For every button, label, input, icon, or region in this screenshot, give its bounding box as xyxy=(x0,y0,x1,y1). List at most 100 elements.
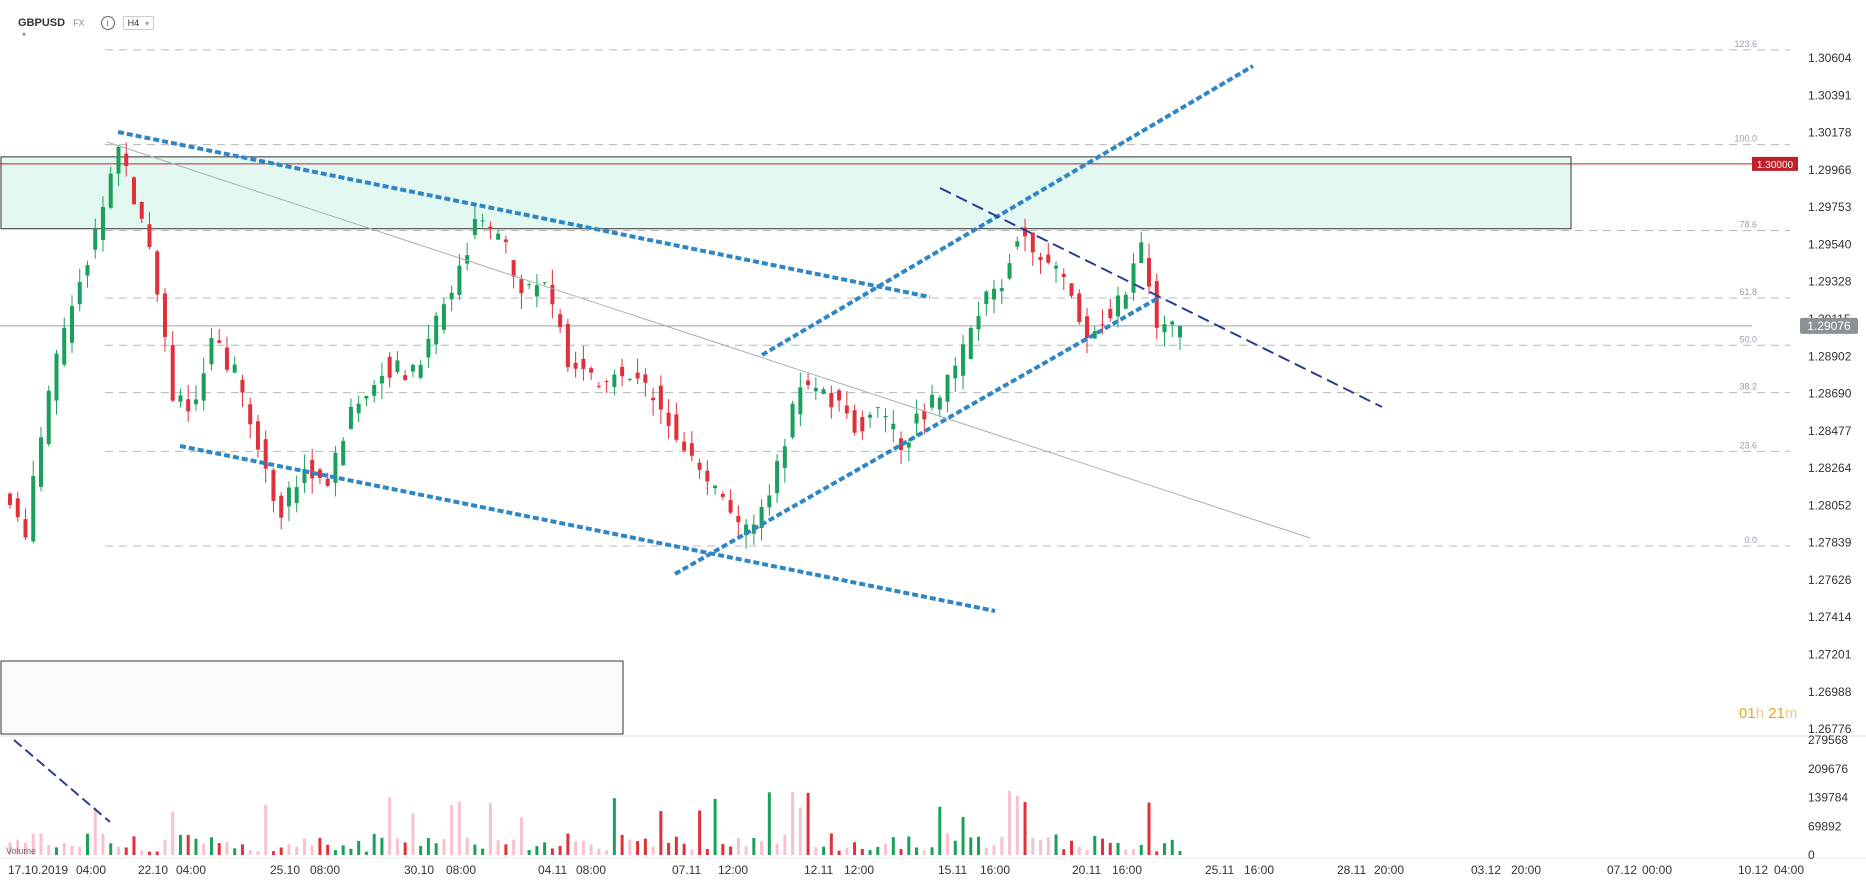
x-axis-tick-label: 08:00 xyxy=(576,863,606,877)
volume-bar xyxy=(310,845,314,855)
candle-body xyxy=(162,293,167,338)
volume-bar xyxy=(636,841,640,855)
volume-bar xyxy=(295,846,299,855)
volume-bar xyxy=(124,847,128,855)
candle-body xyxy=(147,224,152,248)
volume-bar xyxy=(767,792,771,855)
candle-body xyxy=(372,385,377,396)
volume-bar xyxy=(364,851,368,855)
volume-axis-tick-label: 0 xyxy=(1808,848,1815,862)
candle-body xyxy=(1085,316,1090,338)
volume-bar xyxy=(457,801,461,855)
volume-bar xyxy=(574,841,578,855)
candle-body xyxy=(806,380,811,385)
volume-bar xyxy=(16,839,20,855)
volume-bar xyxy=(1170,839,1174,855)
y-axis-tick-label: 1.27839 xyxy=(1808,536,1852,550)
candle-body xyxy=(620,366,625,377)
symbol-chevron-icon[interactable]: ▾ xyxy=(22,30,27,39)
volume-bar xyxy=(31,834,35,855)
volume-bar xyxy=(961,816,965,855)
volume-bar xyxy=(682,843,686,855)
x-axis-tick-label: 03.12 xyxy=(1471,863,1501,877)
candle-body xyxy=(77,282,82,305)
candle-body xyxy=(15,498,20,518)
candle-body xyxy=(410,364,415,372)
volume-bar xyxy=(217,843,221,855)
volume-bar xyxy=(1124,849,1128,855)
candle-body xyxy=(736,515,741,523)
x-axis-tick-label: 00:00 xyxy=(1642,863,1672,877)
volume-bar xyxy=(209,837,213,855)
candle-body xyxy=(860,417,865,432)
candle-body xyxy=(255,421,260,450)
candle-body xyxy=(1030,232,1035,253)
candle-body xyxy=(294,487,299,504)
volume-bar xyxy=(1108,843,1112,855)
channel-lower-trendline xyxy=(179,444,996,613)
volume-bar xyxy=(698,810,702,855)
symbol-name[interactable]: GBPUSD xyxy=(18,17,66,29)
candle-body xyxy=(527,284,532,286)
volume-bar xyxy=(101,834,105,855)
x-axis-tick-label: 08:00 xyxy=(446,863,476,877)
descending-trendline xyxy=(939,187,1383,408)
candle-body xyxy=(1108,308,1113,319)
volume-bar xyxy=(729,846,733,855)
volume-bar xyxy=(907,836,911,855)
volume-bar xyxy=(1000,836,1004,855)
candle-body xyxy=(108,173,113,208)
candle-body xyxy=(720,494,725,497)
candle-body xyxy=(379,375,384,384)
candle-body xyxy=(193,399,198,405)
candle-body xyxy=(852,410,857,433)
chevron-down-icon: ▾ xyxy=(145,18,150,28)
candle-body xyxy=(1116,295,1121,317)
candle-body xyxy=(906,442,911,448)
candle-body xyxy=(209,338,214,365)
volume-bar xyxy=(333,850,337,855)
y-axis-tick-label: 1.29966 xyxy=(1808,163,1852,177)
candle-body xyxy=(449,292,454,300)
volume-bar xyxy=(1132,849,1136,855)
volume-bar xyxy=(566,833,570,855)
candle-body xyxy=(341,440,346,466)
volume-bar xyxy=(147,851,151,855)
chart-toolbar: GBPUSD FX i H4 ▾ xyxy=(18,14,155,32)
candle-body xyxy=(891,423,896,430)
volume-axis-tick-label: 139784 xyxy=(1808,791,1848,805)
volume-bar xyxy=(1077,846,1081,855)
candle-body xyxy=(1077,293,1082,322)
volume-bar xyxy=(1070,840,1074,855)
x-axis-tick-label: 12:00 xyxy=(718,863,748,877)
candle-body xyxy=(155,251,160,295)
volume-trendline xyxy=(13,739,111,823)
candle-body xyxy=(496,233,501,240)
candle-body xyxy=(875,407,880,409)
volume-bar xyxy=(760,841,764,855)
timeframe-select[interactable]: H4 ▾ xyxy=(122,16,155,30)
candle-body xyxy=(271,470,276,501)
volume-bar xyxy=(70,845,74,855)
y-axis-tick-label: 1.27626 xyxy=(1808,573,1852,587)
candle-body xyxy=(488,226,493,230)
y-axis-tick-label: 1.26776 xyxy=(1808,722,1852,736)
volume-bar xyxy=(109,843,113,855)
candle-body xyxy=(775,460,780,494)
candle-body xyxy=(627,378,632,380)
candle-body xyxy=(54,353,59,401)
candle-body xyxy=(116,146,121,174)
candle-body xyxy=(100,207,105,240)
volume-bar xyxy=(853,842,857,855)
info-icon[interactable]: i xyxy=(100,16,115,30)
y-axis-tick-label: 1.30604 xyxy=(1808,51,1852,65)
candle-body xyxy=(1178,325,1182,338)
candle-body xyxy=(418,364,423,378)
volume-bar xyxy=(589,844,593,855)
x-axis-tick-label: 08:00 xyxy=(310,863,340,877)
candle-body xyxy=(992,288,997,300)
candle-body xyxy=(217,340,222,343)
volume-bar xyxy=(1178,851,1182,855)
candle-body xyxy=(465,255,470,264)
